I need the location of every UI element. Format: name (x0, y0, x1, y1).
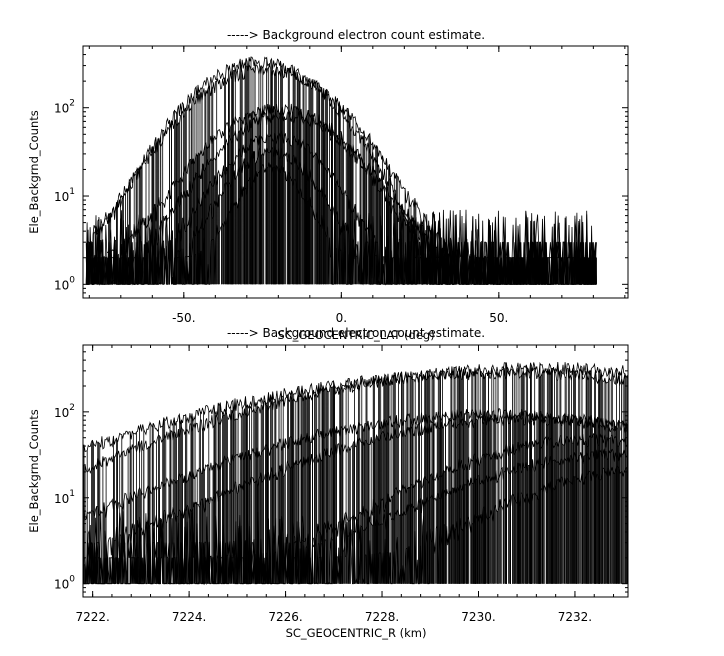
y-tick-label: 101 (54, 187, 75, 204)
y-axis-label: Ele_Backgrnd_Counts (27, 110, 41, 234)
x-tick-label: 0. (336, 311, 347, 325)
x-axis-label: SC_GEOCENTRIC_R (km) (286, 626, 427, 640)
x-axis-ticks: 7222. 7224. 7226. 7228. 7230. 7232. (75, 345, 615, 624)
series-line (82, 411, 629, 585)
x-tick-label: 50. (489, 311, 508, 325)
x-tick-label: 7226. (268, 610, 302, 624)
chart-panel-radius: -----> Background electron count estimat… (27, 326, 629, 640)
x-axis-label: SC_GEOCENTRIC_LAT (deg) (277, 328, 434, 342)
x-tick-label: 7228. (365, 610, 399, 624)
series-group (85, 56, 597, 286)
chart-panel-latitude: -----> Background electron count estimat… (27, 28, 629, 342)
plot-frame (82, 344, 629, 598)
x-tick-label: 7230. (461, 610, 495, 624)
series-line (82, 366, 629, 584)
series-line (82, 448, 629, 585)
y-axis-ticks: 100 101 102 (54, 45, 628, 299)
y-tick-label: 102 (54, 99, 75, 116)
chart-title: -----> Background electron count estimat… (227, 28, 485, 42)
plot-frame (82, 45, 629, 299)
x-tick-label: 7222. (75, 610, 109, 624)
y-tick-label: 102 (54, 403, 75, 420)
chart-title: -----> Background electron count estimat… (227, 326, 485, 340)
series-line (82, 465, 629, 585)
x-axis-ticks: -50. 0. 50. (88, 46, 626, 325)
series-line (85, 162, 597, 286)
y-tick-label: 101 (54, 489, 75, 506)
y-tick-label: 100 (54, 275, 75, 292)
x-tick-label: -50. (172, 311, 195, 325)
y-axis-label: Ele_Backgrnd_Counts (27, 409, 41, 533)
y-tick-label: 100 (54, 575, 75, 592)
series-group (82, 361, 629, 586)
y-axis-ticks: 100 101 102 (54, 344, 628, 598)
x-tick-label: 7232. (558, 610, 592, 624)
series-line (85, 145, 597, 286)
x-tick-label: 7224. (172, 610, 206, 624)
